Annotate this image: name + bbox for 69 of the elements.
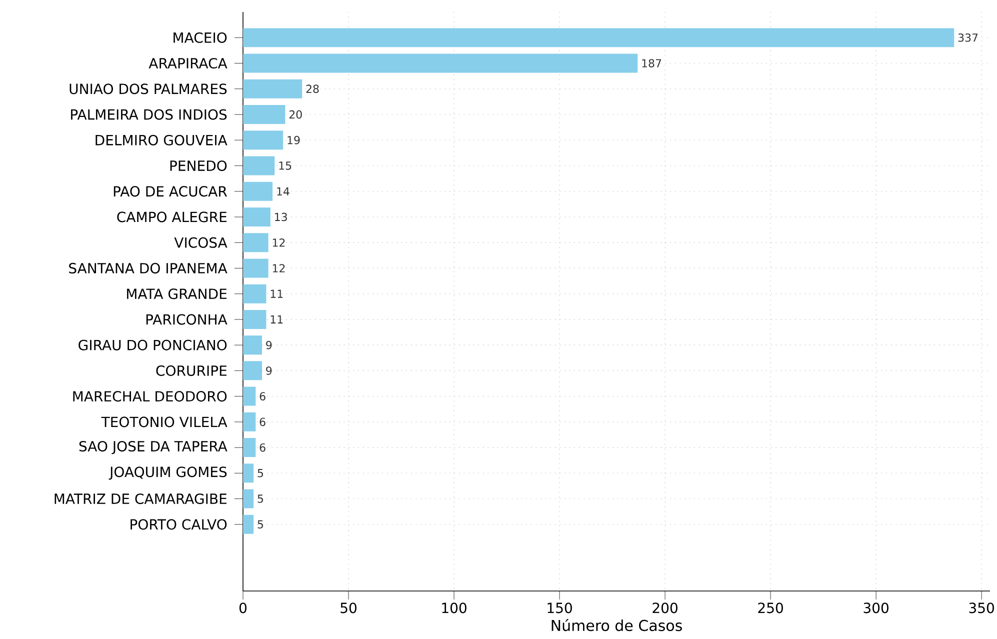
y-tick-label: GIRAU DO PONCIANO bbox=[78, 340, 227, 350]
y-tick-label: ARAPIRACA bbox=[148, 58, 228, 69]
y-tick-label: PARICONHA bbox=[146, 314, 228, 325]
y-tick-label: JOAQUIM GOMES bbox=[108, 466, 227, 480]
data-label: 5 bbox=[258, 494, 264, 503]
bar bbox=[243, 233, 268, 252]
data-label: 20 bbox=[289, 110, 302, 119]
data-label: 14 bbox=[277, 187, 290, 196]
data-label: 187 bbox=[642, 59, 662, 68]
y-tick-label: SAO JOSE DA TAPERA bbox=[79, 440, 228, 454]
data-label: 19 bbox=[288, 136, 300, 144]
y-tick-label: MATRIZ DE CAMARAGIBE bbox=[54, 493, 226, 504]
data-label: 6 bbox=[260, 443, 266, 452]
data-label: 15 bbox=[279, 162, 292, 170]
data-label: 28 bbox=[306, 84, 319, 94]
data-label: 13 bbox=[275, 212, 287, 222]
data-label: 9 bbox=[266, 340, 272, 350]
x-tick-label: 250 bbox=[758, 602, 783, 614]
y-tick-label: CAMPO ALEGRE bbox=[117, 212, 226, 222]
bar bbox=[243, 207, 270, 226]
bar bbox=[243, 361, 262, 380]
y-tick-label: PENEDO bbox=[170, 160, 227, 172]
x-axis-title: Número de Casos bbox=[552, 618, 682, 632]
bar bbox=[243, 412, 256, 432]
bar bbox=[243, 54, 638, 73]
y-tick-label: PORTO CALVO bbox=[130, 519, 227, 530]
bar bbox=[243, 464, 254, 483]
bar bbox=[243, 438, 256, 458]
x-tick-label: 100 bbox=[442, 602, 466, 614]
y-tick-label: TEOTONIO VILELA bbox=[101, 416, 228, 428]
y-tick-label: CORURIPE bbox=[156, 365, 226, 376]
bar bbox=[243, 182, 273, 201]
x-tick-label: 350 bbox=[969, 602, 994, 614]
data-label: 11 bbox=[270, 315, 283, 324]
y-tick-label: SANTANA DO IPANEMA bbox=[69, 262, 228, 274]
y-tick-label: PALMEIRA DOS INDIOS bbox=[71, 109, 227, 120]
y-tick-label: MATA GRANDE bbox=[127, 288, 227, 300]
bar bbox=[243, 489, 254, 508]
x-tick-label: 0 bbox=[239, 602, 247, 614]
bar bbox=[243, 386, 256, 406]
bar bbox=[243, 258, 268, 278]
data-label: 337 bbox=[958, 33, 978, 42]
data-label: 12 bbox=[272, 238, 285, 247]
x-tick-label: 200 bbox=[652, 602, 678, 614]
x-tick-label: 300 bbox=[864, 602, 888, 614]
data-label: 11 bbox=[270, 290, 283, 298]
x-tick-label: 50 bbox=[340, 602, 356, 614]
y-tick-label: MARECHAL DEODORO bbox=[73, 391, 227, 402]
x-tick-label: 150 bbox=[548, 602, 572, 614]
data-label: 6 bbox=[260, 418, 266, 426]
bar bbox=[243, 514, 254, 534]
data-label: 5 bbox=[258, 520, 264, 528]
data-label: 6 bbox=[260, 392, 266, 400]
data-label: 12 bbox=[272, 264, 285, 272]
bar bbox=[243, 104, 286, 124]
bar bbox=[243, 28, 954, 48]
y-tick-label: VICOSA bbox=[174, 237, 228, 248]
data-label: 9 bbox=[266, 366, 272, 375]
y-tick-label: MACEIO bbox=[174, 32, 227, 43]
bar bbox=[243, 156, 275, 176]
data-label: 5 bbox=[258, 469, 264, 478]
y-tick-label: DELMIRO GOUVEIA bbox=[96, 134, 228, 146]
bar bbox=[243, 336, 262, 355]
bar bbox=[243, 130, 284, 150]
y-tick-label: UNIAO DOS PALMARES bbox=[70, 84, 227, 94]
bar bbox=[243, 310, 266, 329]
y-tick-label: PAO DE ACUCAR bbox=[114, 186, 227, 197]
bar bbox=[243, 79, 302, 98]
bar bbox=[243, 284, 266, 304]
